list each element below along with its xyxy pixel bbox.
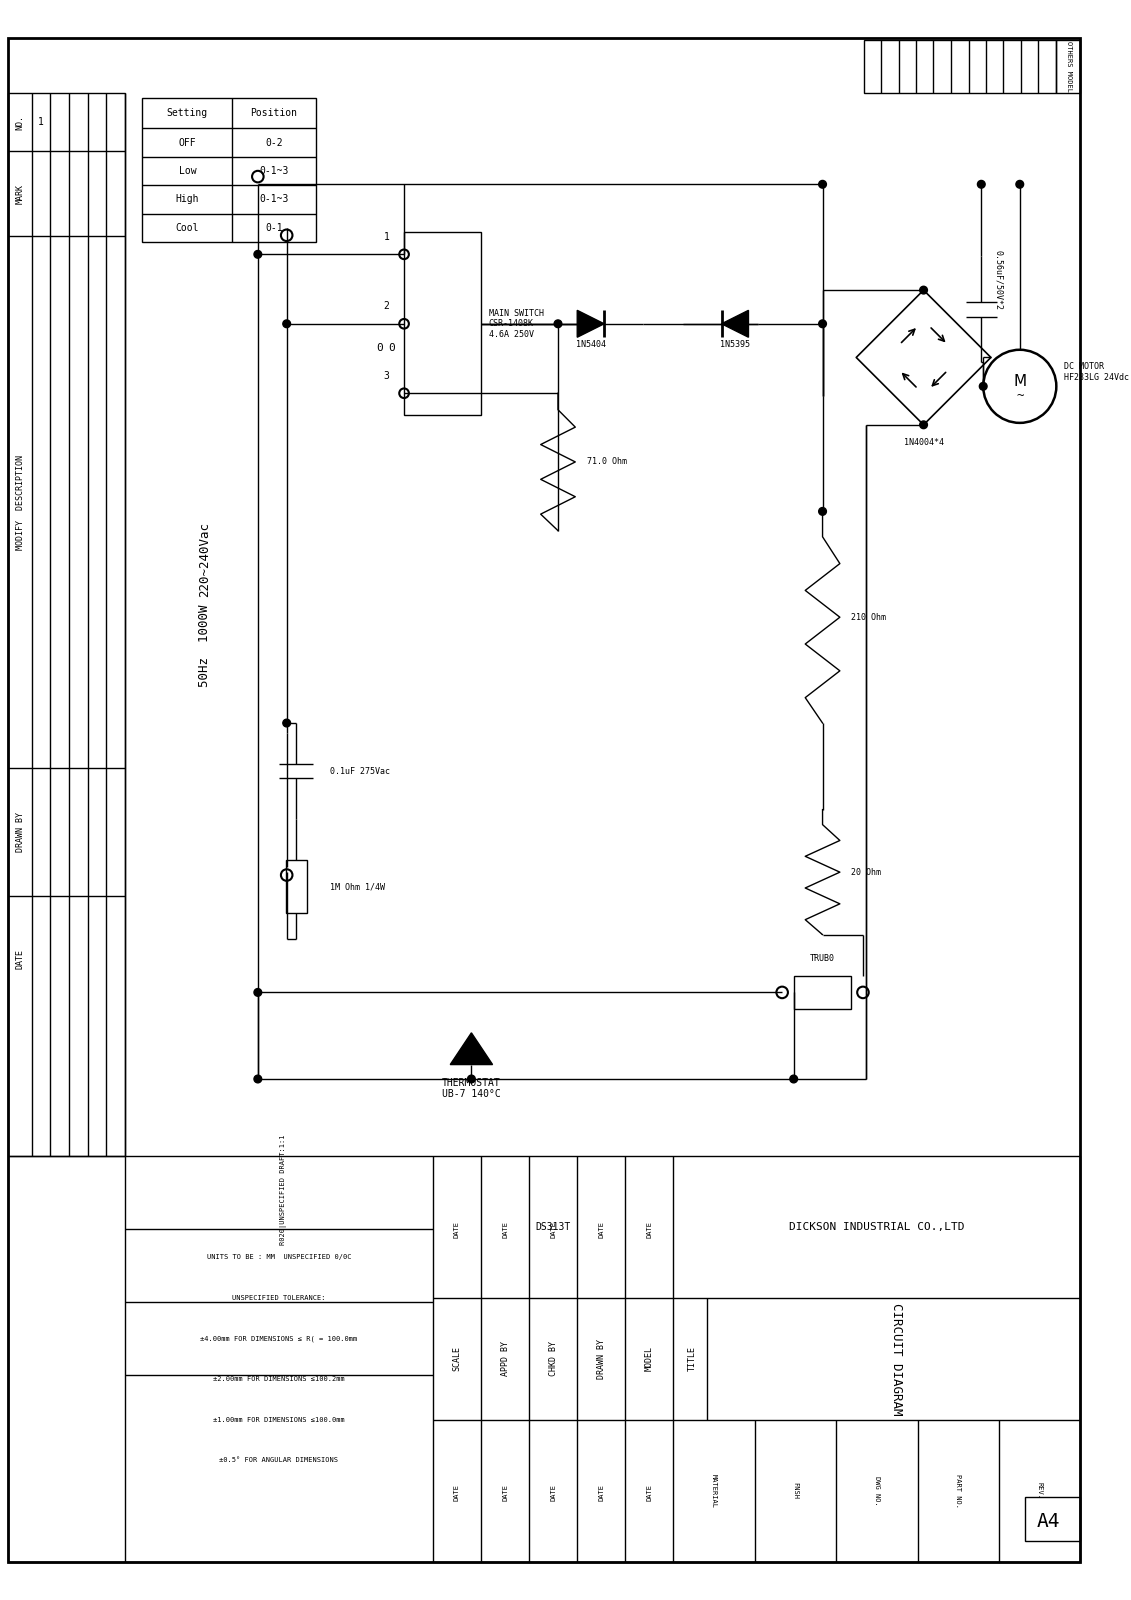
Bar — [8, 1155, 1080, 1562]
Text: MODEL: MODEL — [645, 1347, 654, 1371]
Text: Position: Position — [250, 109, 297, 118]
Text: 0-2: 0-2 — [265, 138, 283, 147]
Text: 1N4004*4: 1N4004*4 — [904, 438, 943, 446]
Text: REV.: REV. — [1037, 1482, 1043, 1499]
Circle shape — [1016, 181, 1024, 189]
Text: ±1.00mm FOR DIMENSIONS ≤100.0mm: ±1.00mm FOR DIMENSIONS ≤100.0mm — [213, 1418, 345, 1422]
Text: CIRCUIT DIAGRAM: CIRCUIT DIAGRAM — [890, 1302, 903, 1416]
Text: MARK: MARK — [16, 184, 25, 203]
Circle shape — [554, 320, 562, 328]
Circle shape — [920, 286, 927, 294]
Text: NO.: NO. — [16, 115, 25, 130]
Text: CHKD BY: CHKD BY — [549, 1341, 558, 1376]
Text: DATE: DATE — [647, 1221, 653, 1237]
Text: APPD BY: APPD BY — [501, 1341, 510, 1376]
Text: ±0.5° FOR ANGULAR DIMENSIONS: ±0.5° FOR ANGULAR DIMENSIONS — [219, 1458, 338, 1464]
Text: 20 Ohm: 20 Ohm — [852, 867, 881, 877]
Text: DATE: DATE — [598, 1221, 604, 1237]
Text: MAIN SWITCH
CSR-1408K
4.6A 250V: MAIN SWITCH CSR-1408K 4.6A 250V — [489, 309, 544, 339]
Text: SCALE: SCALE — [452, 1347, 461, 1371]
Text: DATE: DATE — [502, 1485, 508, 1501]
Bar — [286, 861, 307, 914]
Text: 1: 1 — [38, 117, 44, 126]
Text: High: High — [175, 195, 199, 205]
Text: 220~240Vac: 220~240Vac — [198, 522, 211, 597]
Polygon shape — [450, 1034, 493, 1064]
Text: ~: ~ — [1016, 389, 1024, 403]
Circle shape — [979, 382, 987, 390]
Text: UNITS TO BE : MM  UNSPECIFIED 0/0C: UNITS TO BE : MM UNSPECIFIED 0/0C — [207, 1254, 352, 1261]
Text: DICKSON INDUSTRIAL CO.,LTD: DICKSON INDUSTRIAL CO.,LTD — [789, 1222, 965, 1232]
Text: DATE: DATE — [454, 1485, 460, 1501]
Polygon shape — [577, 310, 604, 338]
Text: DWG NO.: DWG NO. — [874, 1477, 880, 1506]
Text: MODIFY  DESCRIPTION: MODIFY DESCRIPTION — [16, 454, 25, 550]
Text: DRAWN BY: DRAWN BY — [597, 1339, 606, 1379]
Text: TRUB0: TRUB0 — [810, 954, 835, 963]
Text: 0.1uF 275Vac: 0.1uF 275Vac — [330, 766, 390, 776]
Circle shape — [977, 181, 985, 189]
Bar — [143, 98, 316, 242]
Text: DATE: DATE — [550, 1485, 556, 1501]
Text: DATE: DATE — [502, 1221, 508, 1237]
Bar — [404, 232, 481, 414]
Text: THERMOSTAT
UB-7 140°C: THERMOSTAT UB-7 140°C — [442, 1078, 501, 1099]
Text: M: M — [1013, 374, 1026, 389]
Text: Setting: Setting — [167, 109, 208, 118]
Circle shape — [254, 1075, 261, 1083]
Text: 0: 0 — [377, 342, 383, 354]
Text: FNSH: FNSH — [793, 1482, 798, 1499]
Text: 0-1~3: 0-1~3 — [259, 195, 288, 205]
Circle shape — [254, 251, 261, 258]
Circle shape — [283, 320, 291, 328]
Text: 1N5395: 1N5395 — [720, 341, 750, 349]
Text: Low: Low — [179, 166, 196, 176]
Text: Cool: Cool — [175, 222, 199, 234]
Circle shape — [789, 1075, 797, 1083]
Bar — [8, 93, 126, 1155]
Text: 1M Ohm 1/4W: 1M Ohm 1/4W — [330, 882, 385, 891]
Text: DRAWN BY: DRAWN BY — [16, 811, 25, 851]
Bar — [794, 976, 852, 1010]
Text: A4: A4 — [1037, 1512, 1061, 1531]
Circle shape — [920, 421, 927, 429]
Text: 0-1: 0-1 — [265, 222, 283, 234]
Text: 1N5404: 1N5404 — [576, 341, 606, 349]
Text: 50Hz  1000W: 50Hz 1000W — [198, 605, 211, 688]
Text: OFF: OFF — [179, 138, 196, 147]
Text: MATERIAL: MATERIAL — [711, 1474, 717, 1507]
Text: DS313T: DS313T — [536, 1222, 571, 1232]
Polygon shape — [722, 310, 749, 338]
Bar — [1025, 1498, 1080, 1541]
Text: 210 Ohm: 210 Ohm — [852, 613, 887, 622]
Text: DATE: DATE — [550, 1221, 556, 1237]
Text: ±4.00mm FOR DIMENSIONS ≤ R( = 100.0mm: ±4.00mm FOR DIMENSIONS ≤ R( = 100.0mm — [200, 1336, 357, 1342]
Text: ±2.00mm FOR DIMENSIONS ≤100.2mm: ±2.00mm FOR DIMENSIONS ≤100.2mm — [213, 1376, 345, 1382]
Text: UNSPECIFIED TOLERANCE:: UNSPECIFIED TOLERANCE: — [232, 1294, 326, 1301]
Text: 1: 1 — [383, 232, 390, 242]
Circle shape — [254, 989, 261, 997]
Text: 2: 2 — [383, 301, 390, 312]
Text: 0.56uF/50V*2: 0.56uF/50V*2 — [994, 251, 1003, 310]
Text: TITLE: TITLE — [688, 1347, 697, 1371]
Text: PART NO.: PART NO. — [956, 1474, 961, 1507]
Text: 3: 3 — [383, 371, 390, 381]
Text: OTHERS MODEL: OTHERS MODEL — [1065, 42, 1072, 91]
Text: DC MOTOR
HF283LG 24Vdc: DC MOTOR HF283LG 24Vdc — [1064, 362, 1129, 381]
Text: 0: 0 — [388, 342, 395, 354]
Text: DATE: DATE — [454, 1221, 460, 1237]
Circle shape — [819, 320, 827, 328]
Text: DATE: DATE — [598, 1485, 604, 1501]
Bar — [864, 40, 1080, 93]
Text: DATE: DATE — [16, 949, 25, 970]
Circle shape — [283, 718, 291, 726]
Text: DATE: DATE — [647, 1485, 653, 1501]
Circle shape — [819, 181, 827, 189]
Text: 0-1~3: 0-1~3 — [259, 166, 288, 176]
Circle shape — [467, 1075, 475, 1083]
Text: 71.0 Ohm: 71.0 Ohm — [587, 458, 627, 467]
Text: R020|UNSPECIFIED DRAFT:1:1: R020|UNSPECIFIED DRAFT:1:1 — [280, 1134, 287, 1245]
Circle shape — [819, 507, 827, 515]
